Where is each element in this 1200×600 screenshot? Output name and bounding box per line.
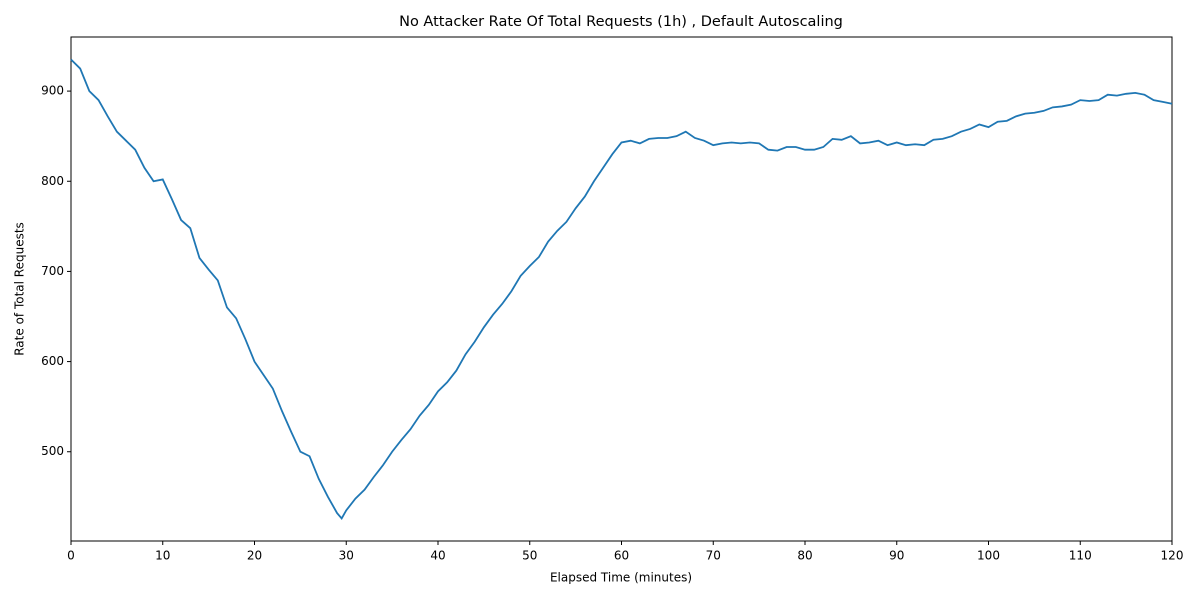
- x-tick-label: 10: [155, 549, 170, 563]
- data-line: [70, 58, 1173, 521]
- chart-title: No Attacker Rate Of Total Requests (1h) …: [399, 14, 843, 30]
- y-axis-label: Rate of Total Requests: [13, 222, 27, 356]
- x-tick-label: 60: [614, 549, 629, 563]
- x-tick-label: 20: [247, 549, 262, 563]
- plot-frame: [70, 36, 1173, 542]
- x-tick-label: 0: [67, 549, 75, 563]
- x-tick-label: 120: [1161, 549, 1184, 563]
- x-tick-label: 30: [339, 549, 354, 563]
- x-tick-label: 80: [797, 549, 812, 563]
- x-tick-label: 90: [889, 549, 904, 563]
- y-tick-label: 600: [41, 354, 64, 368]
- y-tick-label: 800: [41, 174, 64, 188]
- y-tick-label: 900: [41, 84, 64, 98]
- x-tick-label: 70: [706, 549, 721, 563]
- y-tick-label: 500: [41, 444, 64, 458]
- x-tick-label: 100: [977, 549, 1000, 563]
- x-tick-label: 110: [1069, 549, 1092, 563]
- y-tick-label: 700: [41, 264, 64, 278]
- x-axis-label: Elapsed Time (minutes): [550, 571, 692, 585]
- x-tick-label: 50: [522, 549, 537, 563]
- x-tick-label: 40: [430, 549, 445, 563]
